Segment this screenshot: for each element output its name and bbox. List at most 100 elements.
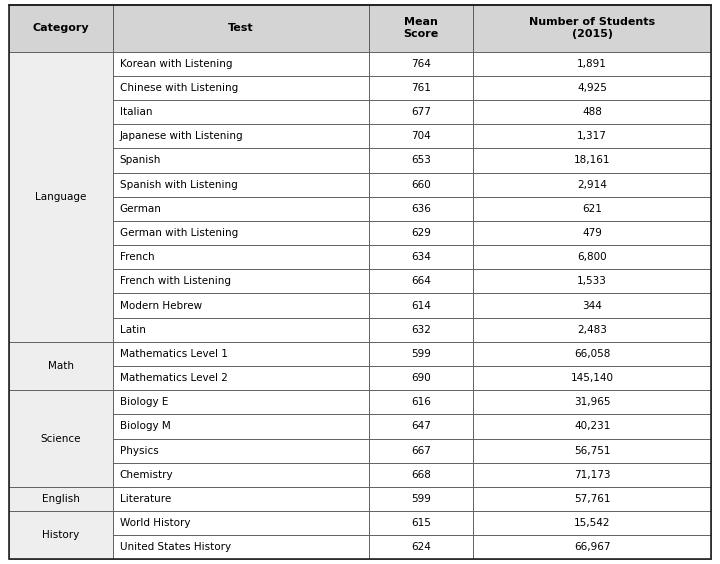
Bar [369,463,473,487]
Bar [473,76,711,100]
Text: 66,058: 66,058 [574,349,611,359]
Bar [112,535,369,559]
Bar [369,293,473,318]
Text: 4,925: 4,925 [577,83,607,93]
Bar [9,52,112,342]
Bar [112,221,369,245]
Text: 71,173: 71,173 [574,470,611,480]
Text: 704: 704 [411,131,431,142]
Bar [112,76,369,100]
Text: 634: 634 [411,252,431,262]
Bar [473,148,711,173]
Bar [369,270,473,293]
Bar [473,221,711,245]
Text: 66,967: 66,967 [574,543,611,552]
Bar [112,270,369,293]
Text: French with Listening: French with Listening [120,276,231,287]
Bar [112,197,369,221]
Bar [473,197,711,221]
Text: 2,914: 2,914 [577,180,607,190]
Bar [473,511,711,535]
Bar [369,173,473,197]
Text: 621: 621 [582,204,602,214]
Bar [112,487,369,511]
Text: 1,317: 1,317 [577,131,607,142]
Text: German: German [120,204,162,214]
Text: 15,542: 15,542 [574,518,611,528]
Text: Mathematics Level 1: Mathematics Level 1 [120,349,228,359]
Text: Test: Test [228,23,253,33]
Text: Language: Language [35,192,86,202]
Text: 690: 690 [411,373,431,383]
Bar [369,390,473,415]
Text: 614: 614 [411,301,431,311]
Text: 761: 761 [411,83,431,93]
Text: German with Listening: German with Listening [120,228,238,238]
Text: Korean with Listening: Korean with Listening [120,59,233,69]
Text: Spanish with Listening: Spanish with Listening [120,180,238,190]
Text: United States History: United States History [120,543,231,552]
Bar [112,415,369,439]
Text: 629: 629 [411,228,431,238]
Text: History: History [42,530,79,540]
Bar [9,511,112,559]
Bar [369,415,473,439]
Bar [9,342,112,390]
Text: 599: 599 [411,494,431,504]
Text: 599: 599 [411,349,431,359]
Bar [473,439,711,463]
Bar [112,318,369,342]
Text: 145,140: 145,140 [571,373,613,383]
Bar [369,221,473,245]
Bar [112,148,369,173]
Text: 488: 488 [582,107,602,117]
Text: 2,483: 2,483 [577,325,607,335]
Bar [369,52,473,76]
Bar [473,463,711,487]
Bar [112,124,369,148]
Text: 1,533: 1,533 [577,276,607,287]
Text: 764: 764 [411,59,431,69]
Bar [473,173,711,197]
Bar [112,293,369,318]
Bar [473,487,711,511]
Bar [112,100,369,124]
Text: Japanese with Listening: Japanese with Listening [120,131,243,142]
Bar [473,535,711,559]
Text: 40,231: 40,231 [574,421,611,431]
Bar [369,342,473,366]
Bar [473,293,711,318]
Text: 653: 653 [411,156,431,165]
Text: Science: Science [40,434,81,443]
Bar [112,5,369,52]
Text: 647: 647 [411,421,431,431]
Text: 677: 677 [411,107,431,117]
Text: 615: 615 [411,518,431,528]
Text: 632: 632 [411,325,431,335]
Bar [112,390,369,415]
Text: 624: 624 [411,543,431,552]
Text: 31,965: 31,965 [574,397,611,407]
Text: Biology M: Biology M [120,421,171,431]
Text: 344: 344 [582,301,602,311]
Bar [369,318,473,342]
Bar [112,245,369,270]
Bar [473,270,711,293]
Text: Category: Category [32,23,89,33]
Text: Italian: Italian [120,107,153,117]
Bar [473,124,711,148]
Text: 1,891: 1,891 [577,59,607,69]
Bar [369,511,473,535]
Bar [112,52,369,76]
Bar [369,535,473,559]
Bar [112,342,369,366]
Bar [112,173,369,197]
Text: 57,761: 57,761 [574,494,611,504]
Bar [369,148,473,173]
Text: Physics: Physics [120,446,158,456]
Bar [112,463,369,487]
Text: 479: 479 [582,228,602,238]
Text: English: English [42,494,80,504]
Text: 6,800: 6,800 [577,252,607,262]
Text: 56,751: 56,751 [574,446,611,456]
